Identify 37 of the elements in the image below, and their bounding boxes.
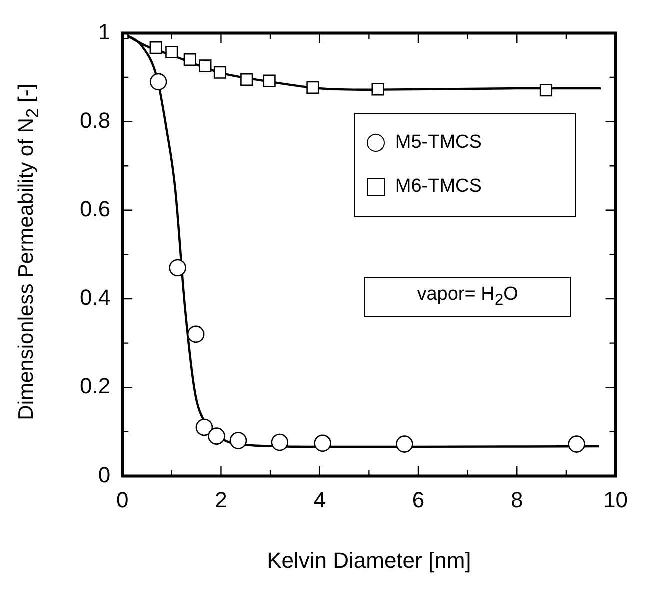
point bbox=[396, 436, 414, 453]
point bbox=[214, 66, 227, 79]
point bbox=[568, 436, 586, 453]
x-tick-label: 0 bbox=[116, 487, 129, 512]
point bbox=[187, 326, 205, 344]
point bbox=[166, 46, 178, 59]
x-tick-label: 10 bbox=[604, 487, 628, 512]
point bbox=[150, 42, 162, 54]
y-tick-label: 0.8 bbox=[80, 108, 111, 133]
y-tick-label: 0.6 bbox=[80, 196, 111, 222]
y-tick-label: 0 bbox=[98, 462, 111, 488]
x-axis-title: Kelvin Diameter [nm] bbox=[267, 548, 472, 573]
legend-label: M6-TMCS bbox=[394, 176, 483, 198]
x-tick-label: 6 bbox=[412, 487, 425, 512]
point bbox=[169, 259, 186, 277]
x-tick-label: 2 bbox=[215, 487, 228, 512]
y-tick-label: 0.2 bbox=[80, 374, 111, 399]
point bbox=[372, 83, 384, 96]
point bbox=[184, 53, 196, 66]
point bbox=[208, 428, 226, 445]
point bbox=[314, 434, 332, 452]
point bbox=[199, 60, 212, 72]
point bbox=[230, 432, 248, 450]
point bbox=[263, 74, 276, 88]
note-box: vapor= H$_{2}$O bbox=[364, 276, 572, 317]
legend-label: M5-TMCS bbox=[394, 132, 483, 154]
point bbox=[271, 434, 289, 452]
x-tick-label: 8 bbox=[511, 487, 524, 512]
y-tick-label: 1 bbox=[98, 19, 111, 44]
point bbox=[150, 73, 168, 91]
y-tick-label: 0.4 bbox=[80, 285, 111, 310]
point bbox=[306, 81, 320, 94]
point bbox=[540, 84, 553, 97]
x-tick-label: 4 bbox=[314, 487, 326, 512]
point bbox=[240, 73, 254, 86]
annotation: vapor= H$_{2}$O bbox=[417, 284, 518, 309]
point bbox=[196, 418, 214, 436]
